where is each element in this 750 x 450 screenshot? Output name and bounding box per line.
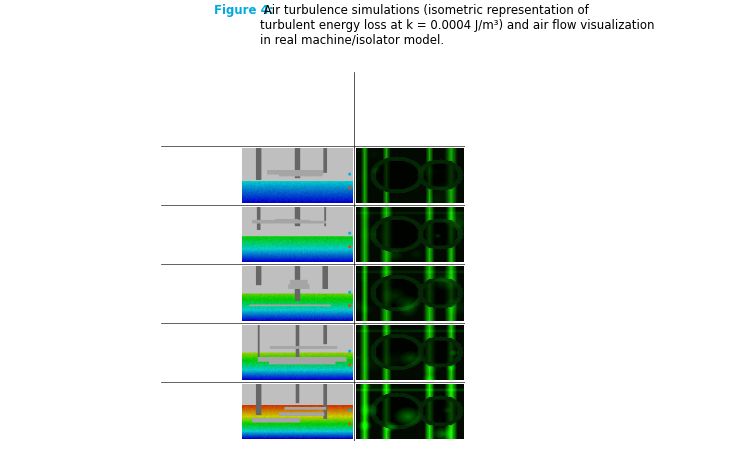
Text: Air turbulence simulations (isometric representation of
turbulent energy loss at: Air turbulence simulations (isometric re…	[260, 4, 655, 47]
Text: Set Point
[m/s]: Set Point [m/s]	[179, 98, 223, 120]
Text: Figure 4:: Figure 4:	[214, 4, 274, 17]
Text: 0.45: 0.45	[186, 287, 215, 300]
Text: 0.54: 0.54	[186, 346, 215, 359]
Text: 0.20: 0.20	[186, 169, 215, 182]
Text: 0.36: 0.36	[186, 228, 215, 241]
Text: CFD simulation of
isometric surfaces at
0,0004 J/m³ with scalar
air speed [m/s]: CFD simulation of isometric surfaces at …	[241, 86, 353, 131]
Text: Smoke study in
YZ plane with
smoke lance at
position 1: Smoke study in YZ plane with smoke lance…	[372, 86, 447, 131]
Text: 0.90: 0.90	[186, 405, 215, 418]
